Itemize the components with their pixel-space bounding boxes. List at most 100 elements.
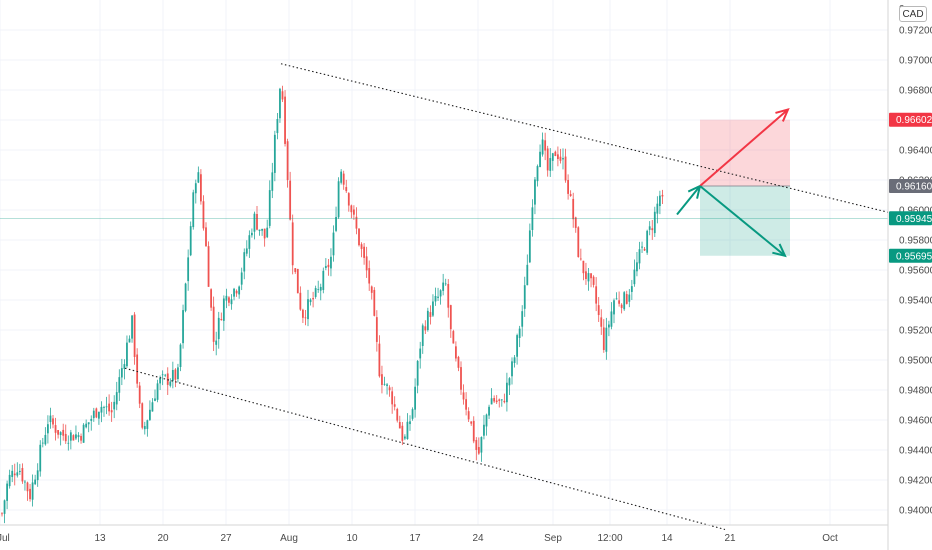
candle-body <box>200 174 202 202</box>
price-marker-label: 0.96160 <box>896 182 932 193</box>
candle-body <box>513 357 516 363</box>
candle-body <box>426 310 429 330</box>
candle-body <box>386 384 388 386</box>
price-tick-label: 0.95400 <box>899 296 932 307</box>
candle-body <box>230 299 233 305</box>
currency-badge[interactable]: CAD <box>899 6 927 22</box>
time-axis[interactable]: Jul 13 20 27 Aug 10 17 24 Sep 12:00 14 21 Oct <box>0 533 838 544</box>
candle-body <box>291 222 294 266</box>
candle-body <box>197 172 200 183</box>
candle-body <box>179 344 182 367</box>
candle-body <box>391 391 394 405</box>
candle-body <box>220 319 223 321</box>
candle-body <box>449 305 452 330</box>
price-tick-label: 0.96400 <box>899 146 932 157</box>
candle-body <box>126 342 128 367</box>
candle-body <box>439 290 442 297</box>
candle-body <box>549 158 552 171</box>
candle-body <box>90 418 93 421</box>
candle-body <box>432 301 434 316</box>
candle-body <box>618 300 620 304</box>
candle-body <box>646 230 649 253</box>
upper-trendline <box>280 63 889 213</box>
candle-body <box>136 354 139 384</box>
candle-body <box>233 288 235 297</box>
candle-body <box>460 367 462 390</box>
price-tick-label: 0.95200 <box>899 326 932 337</box>
candle-body <box>383 383 386 385</box>
candle-body <box>495 400 498 403</box>
candle-body <box>526 264 529 286</box>
candle-body <box>340 171 343 183</box>
candle-body <box>228 297 230 303</box>
candle-body <box>159 377 161 384</box>
candle-body <box>368 268 371 284</box>
candle-body <box>258 229 261 231</box>
candle-body <box>562 158 564 160</box>
candle-body <box>544 140 547 151</box>
candle-body <box>342 173 345 185</box>
price-markers: 0.96602 0.96160 0.95945 0.95695 <box>889 112 932 263</box>
candle-body <box>34 479 37 485</box>
candle-body <box>141 403 144 428</box>
grid-lines <box>0 0 888 525</box>
candle-body <box>105 406 108 408</box>
candle-body <box>128 338 131 343</box>
candle-body <box>59 432 62 436</box>
candle-body <box>256 214 258 230</box>
candle-body <box>442 282 445 291</box>
candle-body <box>77 435 80 438</box>
candle-body <box>485 414 488 427</box>
stop-loss-zone <box>700 119 790 186</box>
candle-body <box>6 483 8 501</box>
candle-body <box>370 286 373 293</box>
candle-body <box>508 378 511 386</box>
price-tick-label: 0.95000 <box>899 356 932 367</box>
candle-body <box>47 424 49 434</box>
candle-body <box>238 286 241 295</box>
candle-body <box>483 424 485 436</box>
candle-body <box>41 442 44 444</box>
candle-body <box>536 166 539 182</box>
candle-body <box>597 305 600 316</box>
candle-body <box>85 423 88 428</box>
candle-body <box>569 194 572 196</box>
candle-body <box>3 500 6 514</box>
candle-body <box>493 398 496 402</box>
candle-body <box>123 364 126 369</box>
candle-body <box>164 374 167 376</box>
candle-body <box>416 361 419 386</box>
candle-body <box>602 327 605 350</box>
candle-body <box>404 436 406 439</box>
time-tick-label: 10 <box>346 533 358 544</box>
candle-body <box>653 211 656 234</box>
candle-body <box>146 420 149 429</box>
candle-body <box>284 96 286 144</box>
candle-body <box>52 418 54 425</box>
candle-body <box>590 273 592 279</box>
candle-body <box>156 383 159 400</box>
candle-body <box>205 227 207 247</box>
candle-body <box>638 249 641 264</box>
candle-body <box>330 256 332 269</box>
candle-body <box>67 442 70 444</box>
candle-body <box>36 470 39 481</box>
candle-body <box>582 260 585 274</box>
candle-body <box>248 235 251 249</box>
candle-body <box>87 422 90 425</box>
candle-body <box>177 367 179 380</box>
time-tick-label: Jul <box>0 533 10 544</box>
price-marker-box <box>889 211 932 226</box>
candle-body <box>82 424 85 443</box>
time-tick-label: Aug <box>280 533 298 544</box>
candle-body <box>605 327 608 352</box>
candle-body <box>13 473 16 476</box>
candle-body <box>406 421 409 440</box>
candle-body <box>625 294 628 304</box>
candle-body <box>322 270 325 290</box>
candle-body <box>169 381 172 386</box>
candle-body <box>113 401 116 410</box>
candle-body <box>559 156 562 161</box>
price-tick-label: 0.94200 <box>899 476 932 487</box>
